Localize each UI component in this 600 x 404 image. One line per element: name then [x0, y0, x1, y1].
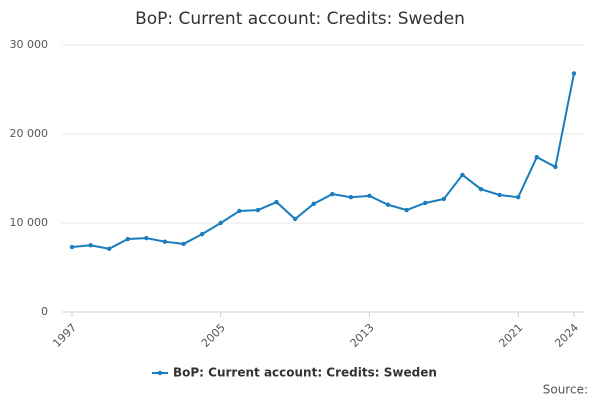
y-tick-label: 10 000: [10, 216, 49, 229]
y-tick-label: 20 000: [10, 127, 49, 140]
point: [255, 207, 261, 213]
x-tick-label: 2005: [199, 321, 228, 350]
point: [516, 194, 521, 200]
series-line: [71, 73, 575, 250]
legend-marker: [157, 370, 163, 376]
point: [125, 236, 130, 242]
point: [311, 201, 316, 207]
point: [478, 186, 484, 192]
x-tick-label: 2013: [348, 321, 377, 350]
point: [367, 193, 372, 199]
x-tick-label: 2021: [496, 321, 525, 350]
point: [162, 239, 168, 244]
point: [274, 199, 279, 205]
point: [441, 196, 447, 202]
point: [69, 244, 75, 250]
point: [348, 194, 354, 200]
point: [423, 200, 428, 206]
point: [404, 207, 409, 213]
y-tick-label: 30 000: [10, 38, 49, 51]
point: [106, 246, 112, 252]
legend-label: BoP: Current account: Credits: Sweden: [173, 366, 437, 380]
point: [292, 216, 298, 222]
point: [385, 202, 391, 207]
point: [237, 208, 242, 214]
point: [330, 191, 335, 197]
point: [181, 241, 186, 247]
x-tick-label: 2024: [552, 321, 581, 350]
point: [199, 231, 205, 237]
chart-title: BoP: Current account: Credits: Sweden: [135, 9, 465, 29]
point: [534, 154, 540, 160]
point: [553, 164, 558, 170]
y-tick-label: 0: [41, 305, 48, 318]
point: [218, 220, 223, 226]
point: [88, 243, 93, 248]
source: Source:: [543, 383, 588, 397]
point: [460, 172, 465, 178]
point: [571, 71, 577, 76]
point: [497, 192, 502, 198]
x-tick-label: 1997: [50, 321, 79, 350]
point: [144, 235, 149, 241]
